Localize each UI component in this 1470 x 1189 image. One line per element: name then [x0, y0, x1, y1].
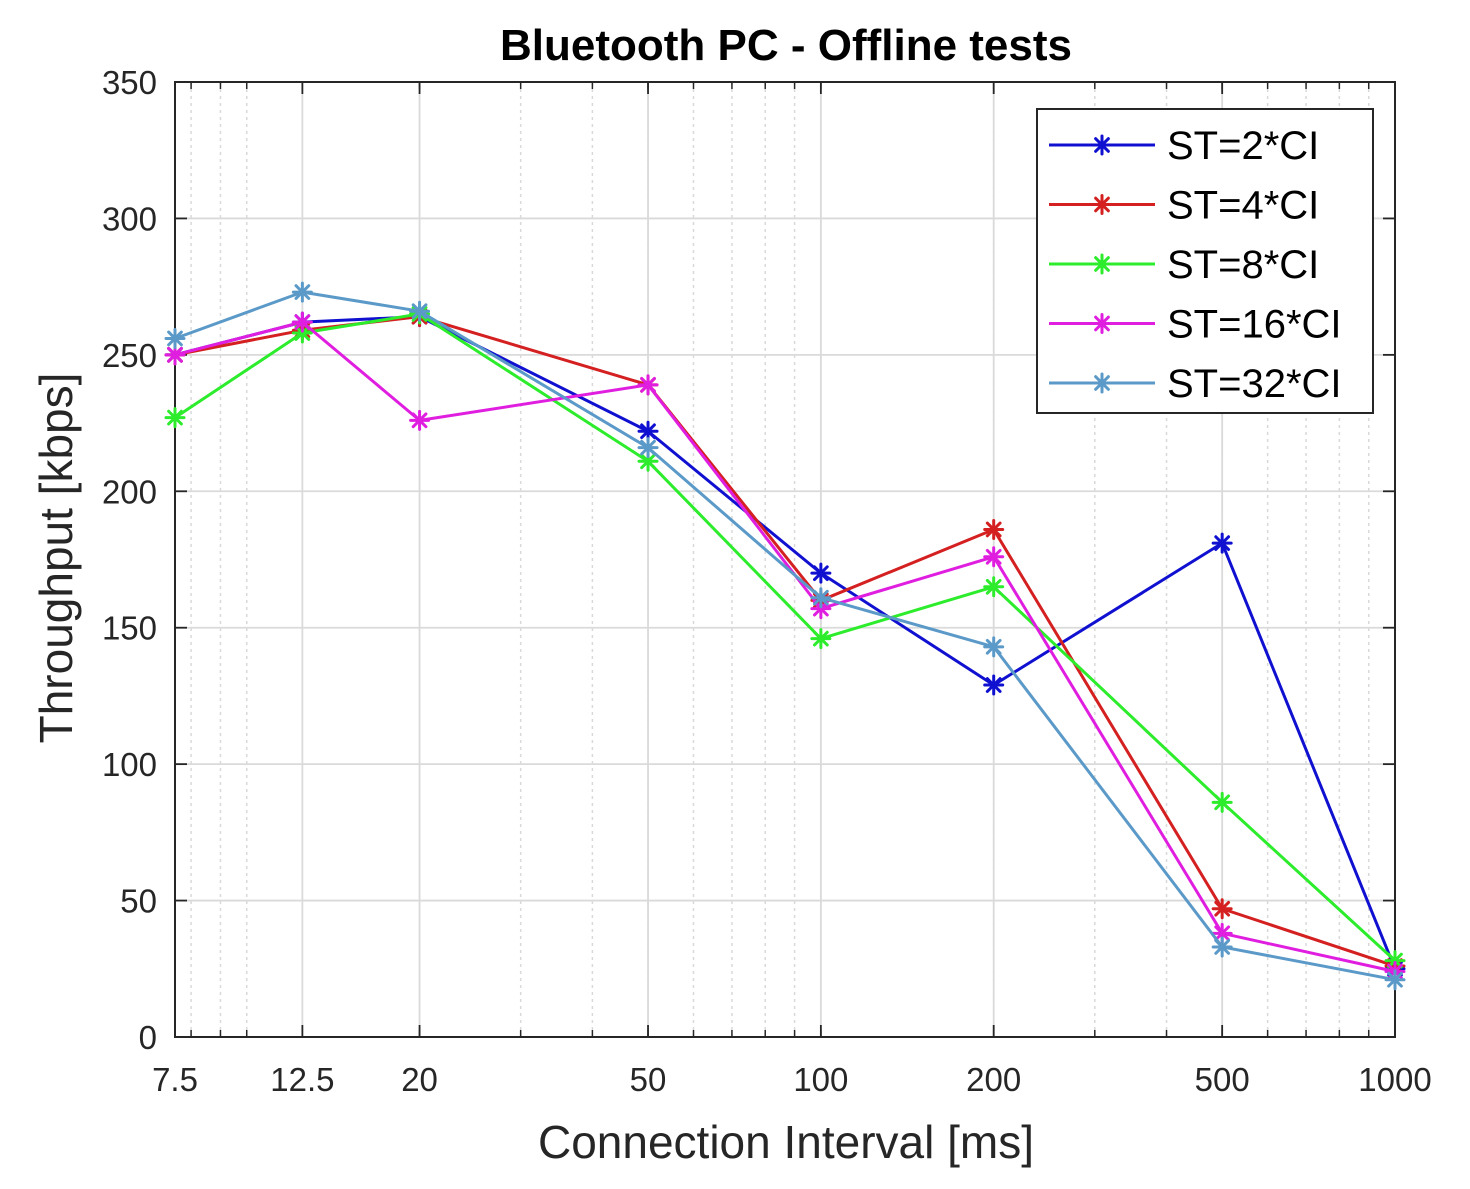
y-tick-label: 150 — [102, 610, 157, 647]
y-axis-title: Throughput [kbps] — [30, 373, 82, 744]
y-tick-label: 100 — [102, 746, 157, 783]
data-point — [810, 598, 832, 620]
data-point — [164, 327, 186, 349]
data-point — [637, 450, 659, 472]
y-tick-label: 250 — [102, 337, 157, 374]
data-point — [983, 636, 1005, 658]
legend-label: ST=32*CI — [1167, 362, 1342, 406]
y-tick-label: 200 — [102, 473, 157, 510]
data-point — [1211, 791, 1233, 813]
x-tick-label: 12.5 — [270, 1061, 334, 1098]
data-point — [164, 407, 186, 429]
x-tick-label: 1000 — [1358, 1061, 1431, 1098]
data-point — [810, 628, 832, 650]
x-tick-label: 100 — [793, 1061, 848, 1098]
axes-layer: 7.5 12.5 20 50 100 200 500 1000 0 50 100 150 200 250 3… — [102, 64, 1432, 1098]
data-point — [409, 409, 431, 431]
data-point — [983, 518, 1005, 540]
legend-marker — [1091, 372, 1113, 394]
legend: ST=2*CI ST=4*CI ST=8*CI ST=16*CI ST=32*CI — [1036, 108, 1374, 414]
data-point — [1211, 936, 1233, 958]
y-tick-label: 50 — [120, 883, 157, 920]
legend-label: ST=8*CI — [1167, 243, 1319, 287]
legend-marker — [1091, 253, 1113, 275]
data-point — [291, 311, 313, 333]
plot-frame — [174, 81, 1396, 1038]
chart-title: Bluetooth PC - Offline tests — [500, 21, 1072, 70]
series-line — [174, 320, 1396, 973]
data-point — [1211, 898, 1233, 920]
data-point — [409, 300, 431, 322]
series-line — [174, 315, 1396, 968]
series-line — [174, 315, 1397, 970]
data-point — [1211, 532, 1233, 554]
series-layer — [164, 281, 1406, 991]
legend-marker — [1091, 194, 1113, 215]
series-group — [164, 303, 1406, 972]
series-line — [174, 290, 1396, 982]
data-point — [291, 281, 313, 303]
legend-box — [1036, 108, 1374, 414]
legend-label: ST=16*CI — [1167, 303, 1342, 347]
data-point — [983, 576, 1005, 598]
x-tick-label: 200 — [966, 1061, 1021, 1098]
x-tick-label: 7.5 — [152, 1061, 198, 1098]
x-tick-label: 50 — [630, 1061, 667, 1098]
legend-marker — [1091, 134, 1113, 156]
legend-label: ST=2*CI — [1167, 124, 1319, 168]
x-axis-title: Connection Interval [ms] — [538, 1116, 1034, 1168]
data-point — [637, 374, 659, 396]
data-point — [810, 562, 832, 584]
x-tick-label: 500 — [1195, 1061, 1250, 1098]
data-point — [983, 674, 1005, 696]
data-point — [810, 587, 832, 609]
y-tick-label: 300 — [102, 200, 157, 237]
y-tick-label: 350 — [102, 64, 157, 101]
series-line — [174, 312, 1397, 962]
data-point — [1384, 969, 1406, 991]
series-group — [164, 281, 1406, 991]
y-tick-label: 0 — [139, 1019, 157, 1056]
data-point — [637, 437, 659, 459]
x-tick-label: 20 — [401, 1061, 438, 1098]
legend-label: ST=4*CI — [1167, 184, 1319, 228]
data-point — [983, 546, 1005, 568]
legend-marker — [1091, 313, 1113, 334]
